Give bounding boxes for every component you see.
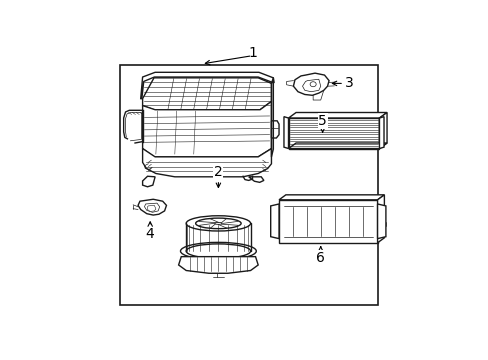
Polygon shape bbox=[142, 102, 271, 157]
Ellipse shape bbox=[214, 222, 222, 224]
Polygon shape bbox=[293, 73, 328, 95]
Ellipse shape bbox=[195, 218, 241, 229]
Polygon shape bbox=[138, 199, 166, 215]
Polygon shape bbox=[270, 204, 279, 239]
Text: 1: 1 bbox=[247, 46, 256, 60]
Text: 3: 3 bbox=[332, 76, 353, 90]
Polygon shape bbox=[248, 177, 264, 183]
Polygon shape bbox=[377, 204, 385, 239]
Polygon shape bbox=[147, 205, 156, 211]
Polygon shape bbox=[288, 143, 386, 149]
Text: 6: 6 bbox=[316, 247, 325, 265]
Polygon shape bbox=[279, 195, 384, 200]
Polygon shape bbox=[178, 257, 258, 273]
Bar bbox=[120, 66, 377, 305]
Polygon shape bbox=[279, 200, 377, 243]
Polygon shape bbox=[288, 112, 386, 118]
Polygon shape bbox=[142, 149, 271, 177]
Text: 5: 5 bbox=[318, 114, 326, 132]
Polygon shape bbox=[271, 121, 279, 138]
Polygon shape bbox=[142, 176, 155, 187]
Polygon shape bbox=[142, 78, 271, 110]
Polygon shape bbox=[379, 112, 386, 149]
Polygon shape bbox=[379, 117, 383, 149]
Polygon shape bbox=[377, 195, 384, 243]
Polygon shape bbox=[144, 203, 159, 212]
Text: 4: 4 bbox=[145, 222, 154, 242]
Polygon shape bbox=[302, 79, 320, 92]
Text: 2: 2 bbox=[214, 165, 223, 188]
Polygon shape bbox=[284, 117, 288, 149]
Polygon shape bbox=[288, 118, 379, 149]
